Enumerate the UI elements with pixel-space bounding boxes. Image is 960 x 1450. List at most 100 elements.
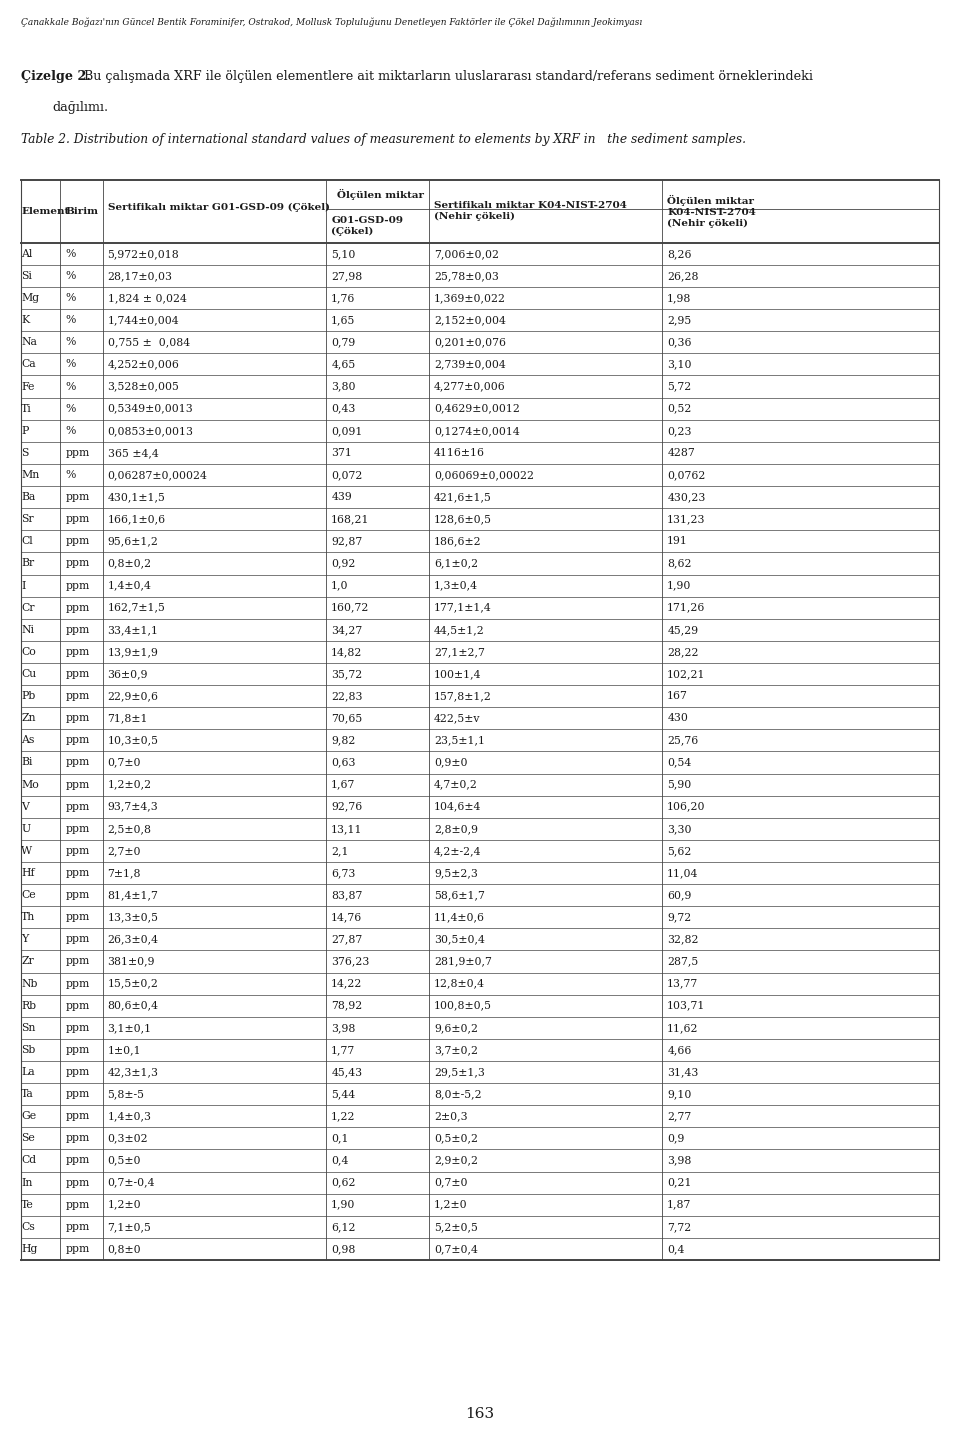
Text: 1,3±0,4: 1,3±0,4	[434, 580, 478, 590]
Text: ppm: ppm	[65, 824, 89, 834]
Text: 7±1,8: 7±1,8	[108, 869, 141, 879]
Text: 4,2±-2,4: 4,2±-2,4	[434, 845, 481, 855]
Text: 0,1274±0,0014: 0,1274±0,0014	[434, 426, 519, 436]
Text: ppm: ppm	[65, 492, 89, 502]
Text: ppm: ppm	[65, 979, 89, 989]
Text: 9,10: 9,10	[667, 1089, 691, 1099]
Text: 157,8±1,2: 157,8±1,2	[434, 692, 492, 702]
Text: 0,06287±0,00024: 0,06287±0,00024	[108, 470, 207, 480]
Text: 0,23: 0,23	[667, 426, 692, 436]
Text: ppm: ppm	[65, 780, 89, 790]
Text: 0,43: 0,43	[331, 403, 355, 413]
Text: 1,0: 1,0	[331, 580, 348, 590]
Text: 78,92: 78,92	[331, 1000, 363, 1011]
Text: %: %	[65, 315, 76, 325]
Text: Mg: Mg	[21, 293, 39, 303]
Text: 430,23: 430,23	[667, 492, 706, 502]
Text: 81,4±1,7: 81,4±1,7	[108, 890, 158, 900]
Text: 1,65: 1,65	[331, 315, 355, 325]
Text: 29,5±1,3: 29,5±1,3	[434, 1067, 485, 1077]
Text: Br: Br	[21, 558, 35, 568]
Text: 8,62: 8,62	[667, 558, 692, 568]
Text: 13,77: 13,77	[667, 979, 699, 989]
Text: 13,3±0,5: 13,3±0,5	[108, 912, 158, 922]
Text: 13,11: 13,11	[331, 824, 363, 834]
Text: 70,65: 70,65	[331, 713, 363, 724]
Text: 45,43: 45,43	[331, 1067, 362, 1077]
Text: 3,10: 3,10	[667, 360, 692, 370]
Text: 7,1±0,5: 7,1±0,5	[108, 1222, 152, 1232]
Text: Co: Co	[21, 647, 36, 657]
Text: 0,7±0,4: 0,7±0,4	[434, 1244, 478, 1254]
Text: 1,369±0,022: 1,369±0,022	[434, 293, 506, 303]
Text: Sertifikalı miktar K04-NIST-2704
(Nehir çökeli): Sertifikalı miktar K04-NIST-2704 (Nehir …	[434, 202, 627, 222]
Text: 1,2±0,2: 1,2±0,2	[108, 780, 152, 790]
Text: 106,20: 106,20	[667, 802, 706, 812]
Text: 27,98: 27,98	[331, 271, 363, 281]
Text: ppm: ppm	[65, 1067, 89, 1077]
Text: S: S	[21, 448, 29, 458]
Text: 10,3±0,5: 10,3±0,5	[108, 735, 158, 745]
Text: 3,30: 3,30	[667, 824, 692, 834]
Text: 1,824 ± 0,024: 1,824 ± 0,024	[108, 293, 186, 303]
Text: 27,1±2,7: 27,1±2,7	[434, 647, 485, 657]
Text: Ge: Ge	[21, 1111, 36, 1121]
Text: 1±0,1: 1±0,1	[108, 1045, 141, 1056]
Text: 8,26: 8,26	[667, 249, 692, 260]
Text: G01-GSD-09
(Çökel): G01-GSD-09 (Çökel)	[331, 216, 403, 235]
Text: La: La	[21, 1067, 35, 1077]
Text: %: %	[65, 338, 76, 348]
Text: Te: Te	[21, 1199, 34, 1209]
Text: 3,528±0,005: 3,528±0,005	[108, 381, 180, 392]
Text: 171,26: 171,26	[667, 603, 706, 613]
Text: 0,072: 0,072	[331, 470, 363, 480]
Text: ppm: ppm	[65, 957, 89, 967]
Text: 0,201±0,076: 0,201±0,076	[434, 338, 506, 348]
Text: 45,29: 45,29	[667, 625, 698, 635]
Text: %: %	[65, 426, 76, 436]
Text: K: K	[21, 315, 30, 325]
Text: 9,6±0,2: 9,6±0,2	[434, 1022, 478, 1032]
Text: ppm: ppm	[65, 1222, 89, 1232]
Text: 4,65: 4,65	[331, 360, 355, 370]
Text: 13,9±1,9: 13,9±1,9	[108, 647, 158, 657]
Text: ppm: ppm	[65, 1156, 89, 1166]
Text: 32,82: 32,82	[667, 934, 699, 944]
Text: 186,6±2: 186,6±2	[434, 536, 482, 547]
Text: 376,23: 376,23	[331, 957, 370, 967]
Text: ppm: ppm	[65, 558, 89, 568]
Text: 439: 439	[331, 492, 352, 502]
Text: 371: 371	[331, 448, 352, 458]
Text: Table 2. Distribution of international standard values of measurement to element: Table 2. Distribution of international s…	[21, 133, 746, 145]
Text: 0,8±0,2: 0,8±0,2	[108, 558, 152, 568]
Text: 22,83: 22,83	[331, 692, 363, 702]
Text: 1,76: 1,76	[331, 293, 355, 303]
Text: Ca: Ca	[21, 360, 36, 370]
Text: Çanakkale Boğazı'nın Güncel Bentik Foraminifer, Ostrakod, Mollusk Topluluğunu De: Çanakkale Boğazı'nın Güncel Bentik Foram…	[21, 17, 642, 28]
Text: 5,62: 5,62	[667, 845, 691, 855]
Text: 0,4629±0,0012: 0,4629±0,0012	[434, 403, 519, 413]
Text: 281,9±0,7: 281,9±0,7	[434, 957, 492, 967]
Text: 0,4: 0,4	[331, 1156, 348, 1166]
Text: Cu: Cu	[21, 668, 36, 679]
Text: As: As	[21, 735, 35, 745]
Text: 42,3±1,3: 42,3±1,3	[108, 1067, 158, 1077]
Text: 430: 430	[667, 713, 688, 724]
Text: P: P	[21, 426, 29, 436]
Text: %: %	[65, 293, 76, 303]
Text: 102,21: 102,21	[667, 668, 706, 679]
Text: 177,1±1,4: 177,1±1,4	[434, 603, 492, 613]
Text: 0,5±0,2: 0,5±0,2	[434, 1134, 478, 1144]
Text: 0,63: 0,63	[331, 757, 356, 767]
Text: Cs: Cs	[21, 1222, 35, 1232]
Text: Ba: Ba	[21, 492, 36, 502]
Text: 26,28: 26,28	[667, 271, 699, 281]
Text: 3,98: 3,98	[331, 1022, 355, 1032]
Text: dağılımı.: dağılımı.	[53, 102, 108, 113]
Text: 0,92: 0,92	[331, 558, 355, 568]
Text: 14,76: 14,76	[331, 912, 363, 922]
Text: Si: Si	[21, 271, 32, 281]
Text: Sr: Sr	[21, 515, 34, 525]
Text: 131,23: 131,23	[667, 515, 706, 525]
Text: 95,6±1,2: 95,6±1,2	[108, 536, 158, 547]
